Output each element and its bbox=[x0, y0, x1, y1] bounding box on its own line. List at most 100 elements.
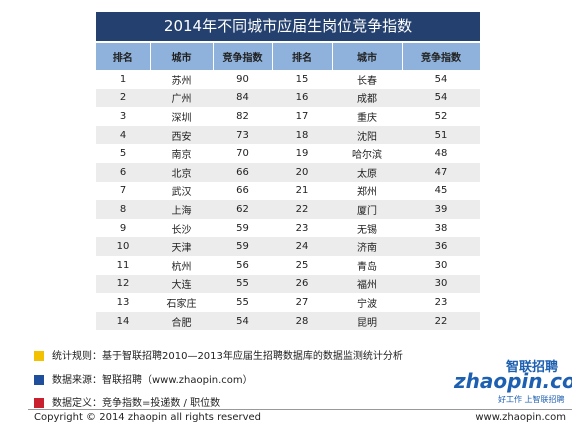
table-cell: 59 bbox=[213, 237, 272, 256]
table-cell: 30 bbox=[402, 274, 480, 294]
divider bbox=[28, 409, 572, 410]
header-cell: 排名 bbox=[272, 43, 333, 70]
table-cell: 22 bbox=[402, 311, 480, 331]
header-cell: 竞争指数 bbox=[402, 43, 481, 70]
table-cell: 苏州 bbox=[171, 75, 192, 87]
table-row: 3 深圳 82 17 重庆 52 bbox=[96, 107, 480, 126]
note: 统计规则：基于智联招聘2010—2013年应届生招聘数据库的数据监测统计分析 bbox=[34, 350, 403, 364]
table-cell: 8 bbox=[96, 200, 150, 219]
table-cell: 9 bbox=[119, 222, 127, 234]
table-cell: 39 bbox=[402, 200, 480, 219]
table-cell: 无锡 bbox=[357, 224, 377, 236]
table-cell: 24 bbox=[272, 237, 332, 256]
table-row: 2 广州 84 16 成都 54 bbox=[96, 88, 480, 108]
table-cell: 1 bbox=[119, 73, 127, 85]
note-text: 数据定义：竞争指数=投递数 / 职位数 bbox=[52, 398, 221, 409]
table-cell: 22 bbox=[272, 200, 332, 219]
table-cell: 55 bbox=[236, 296, 249, 308]
table-cell: 太原 bbox=[332, 162, 402, 182]
logo-domain: zhaopin.com bbox=[454, 369, 572, 393]
table-cell: 48 bbox=[434, 148, 448, 160]
table-row: 1 苏州 90 15 长春 54 bbox=[96, 70, 480, 89]
table-cell: 长沙 bbox=[171, 224, 192, 236]
table-row: 4 西安 73 18 沈阳 51 bbox=[96, 125, 480, 145]
table-cell: 济南 bbox=[332, 237, 402, 256]
table-cell: 石家庄 bbox=[166, 298, 197, 310]
table-cell: 56 bbox=[236, 259, 249, 271]
table-cell: 25 bbox=[295, 259, 309, 271]
table-row: 5 南京 70 19 哈尔滨 48 bbox=[96, 144, 480, 163]
note: 数据定义：竞争指数=投递数 / 职位数 bbox=[34, 397, 220, 411]
header-cell: 排名 bbox=[96, 43, 151, 70]
table-row: 13 石家庄 55 27 宁波 23 bbox=[96, 293, 480, 312]
table-cell: 23 bbox=[434, 296, 448, 308]
table-row: 14 合肥 54 28 昆明 22 bbox=[96, 311, 480, 331]
table-cell: 12 bbox=[96, 274, 150, 294]
header-row: 排名 城市 竞争指数 排名 城市 竞争指数 bbox=[96, 43, 481, 70]
table-cell: 27 bbox=[295, 296, 309, 308]
table-cell: 54 bbox=[434, 73, 448, 85]
note: 数据来源：智联招聘（www.zhaopin.com） bbox=[34, 374, 253, 388]
table-cell: 合肥 bbox=[150, 311, 213, 331]
table-cell: 51 bbox=[402, 125, 480, 145]
table-cell: 36 bbox=[402, 237, 480, 256]
table-cell: 长春 bbox=[357, 75, 377, 87]
table-cell: 昆明 bbox=[332, 311, 402, 331]
table-cell: 15 bbox=[295, 73, 309, 85]
note-text: 数据来源：智联招聘（www.zhaopin.com） bbox=[52, 375, 253, 386]
table-cell: 5 bbox=[119, 148, 127, 160]
table-cell: 郑州 bbox=[357, 187, 377, 199]
table-cell: 70 bbox=[236, 148, 249, 160]
table-cell: 4 bbox=[96, 125, 150, 145]
table-cell: 66 bbox=[213, 162, 272, 182]
table-row: 7 武汉 66 21 郑州 45 bbox=[96, 182, 480, 201]
table-cell: 北京 bbox=[150, 162, 213, 182]
table-cell: 10 bbox=[96, 237, 150, 256]
title: 2014年不同城市应届生岗位竞争指数 bbox=[96, 12, 480, 41]
table-row: 11 杭州 56 25 青岛 30 bbox=[96, 256, 480, 275]
table-cell: 52 bbox=[434, 110, 448, 122]
table-body: 1 苏州 90 15 长春 54 2 广州 84 16 成都 54 3 深圳 82 17 重庆 52 4 西安 73 18… bbox=[96, 70, 480, 331]
table-cell: 23 bbox=[295, 222, 309, 234]
table-cell: 14 bbox=[96, 311, 150, 331]
table-cell: 沈阳 bbox=[332, 125, 402, 145]
note-marker bbox=[34, 351, 44, 361]
table-cell: 杭州 bbox=[171, 261, 192, 273]
table-cell: 17 bbox=[295, 110, 309, 122]
table-cell: 上海 bbox=[150, 200, 213, 219]
table-cell: 19 bbox=[295, 148, 309, 160]
copyright: Copyright © 2014 zhaopin all rights rese… bbox=[34, 412, 262, 423]
table-cell: 天津 bbox=[150, 237, 213, 256]
table-cell: 深圳 bbox=[171, 112, 192, 124]
logo-slogan: 好工作 上智联招聘 bbox=[498, 395, 565, 404]
table-cell: 哈尔滨 bbox=[352, 150, 382, 162]
table-cell: 3 bbox=[119, 110, 127, 122]
table-row: 10 天津 59 24 济南 36 bbox=[96, 237, 480, 256]
note-marker bbox=[34, 398, 44, 408]
header-cell: 竞争指数 bbox=[213, 43, 273, 70]
table-cell: 30 bbox=[434, 259, 448, 271]
table-cell: 54 bbox=[402, 88, 480, 108]
table-cell: 7 bbox=[119, 185, 127, 197]
table-cell: 55 bbox=[213, 274, 272, 294]
table-cell: 11 bbox=[116, 259, 130, 271]
note-text: 统计规则：基于智联招聘2010—2013年应届生招聘数据库的数据监测统计分析 bbox=[52, 351, 403, 362]
table-row: 6 北京 66 20 太原 47 bbox=[96, 162, 480, 182]
table-cell: 47 bbox=[402, 162, 480, 182]
table-cell: 59 bbox=[236, 222, 249, 234]
logo-brand: 智联招聘 bbox=[506, 360, 559, 375]
table-cell: 厦门 bbox=[332, 200, 402, 219]
table-cell: 54 bbox=[213, 311, 272, 331]
table-cell: 南京 bbox=[171, 150, 192, 162]
table-cell: 82 bbox=[236, 110, 249, 122]
table-row: 12 大连 55 26 福州 30 bbox=[96, 274, 480, 294]
table-cell: 18 bbox=[272, 125, 332, 145]
table-cell: 16 bbox=[272, 88, 332, 108]
table-cell: 武汉 bbox=[171, 187, 192, 199]
table-cell: 宁波 bbox=[357, 298, 377, 310]
header-cell: 城市 bbox=[150, 43, 214, 70]
table-cell: 广州 bbox=[150, 88, 213, 108]
table-cell: 西安 bbox=[150, 125, 213, 145]
table-cell: 28 bbox=[272, 311, 332, 331]
